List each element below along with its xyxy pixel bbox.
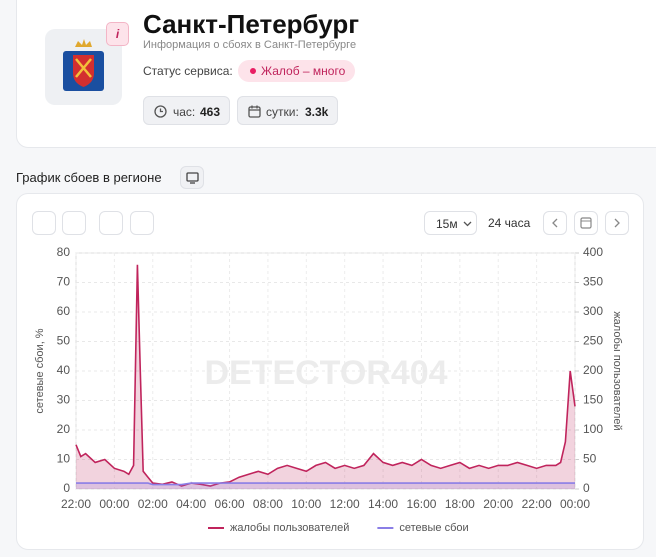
y2-tick-label: 150 (583, 393, 603, 407)
y2-tick-label: 0 (583, 481, 590, 495)
x-tick-label: 06:00 (215, 497, 245, 511)
stat-hour[interactable]: час: 463 (143, 96, 230, 125)
embed-button[interactable] (180, 166, 204, 189)
calendar-icon (580, 217, 592, 229)
region-logo (45, 29, 122, 105)
user-button[interactable] (130, 211, 154, 235)
region-subtitle: Информация о сбоях в Санкт-Петербурге (143, 39, 357, 51)
y-tick-label: 60 (57, 304, 71, 318)
legend-label: сетевые сбои (399, 522, 468, 534)
info-badge[interactable]: i (106, 22, 129, 46)
y-tick-label: 20 (57, 422, 71, 436)
y2-tick-label: 400 (583, 245, 603, 259)
watermark: DETECTOR404 (204, 354, 447, 392)
y-tick-label: 0 (63, 481, 70, 495)
series-line (76, 482, 575, 486)
x-tick-label: 18:00 (445, 497, 475, 511)
stat-label: час: (173, 105, 196, 119)
y-tick-label: 80 (57, 245, 71, 259)
clock-icon (154, 105, 167, 118)
y2-axis-label: жалобы пользователей (611, 311, 623, 430)
x-tick-label: 10:00 (291, 497, 321, 511)
x-tick-label: 22:00 (61, 497, 91, 511)
interval-text: 15м (436, 217, 458, 231)
x-tick-label: 08:00 (253, 497, 283, 511)
x-tick-label: 04:00 (176, 497, 206, 511)
x-tick-label: 00:00 (99, 497, 129, 511)
calendar-button[interactable] (574, 211, 598, 235)
y2-tick-label: 100 (583, 422, 603, 436)
scale-button[interactable] (99, 211, 123, 235)
data-button[interactable] (62, 211, 86, 235)
region-title: Санкт-Петербург (143, 9, 360, 39)
y-axis-label: сетевые сбои, % (34, 328, 46, 413)
prev-button[interactable] (543, 211, 567, 235)
section-title: График сбоев в регионе (16, 170, 162, 185)
period-text: 24 часа (488, 216, 531, 230)
x-tick-label: 22:00 (522, 497, 552, 511)
status-pill: Жалоб – много (238, 60, 355, 82)
chart: DETECTOR404 0 10 20 30 40 50 60 70 80 0 50 100 150 200… (34, 245, 623, 534)
y-tick-label: 50 (57, 334, 71, 348)
stat-day[interactable]: сутки: 3.3k (237, 96, 338, 125)
x-tick-label: 00:00 (560, 497, 590, 511)
stat-value: 463 (200, 105, 221, 119)
interval-select[interactable]: 15м (424, 211, 477, 235)
calendar-icon (248, 105, 261, 118)
y2-tick-label: 300 (583, 304, 603, 318)
series-area (76, 264, 575, 489)
x-tick-label: 02:00 (138, 497, 168, 511)
y-tick-label: 40 (57, 363, 71, 377)
y-tick-label: 70 (57, 275, 71, 289)
y2-tick-label: 350 (583, 275, 603, 289)
status-label: Статус сервиса: (143, 64, 233, 78)
screenshot-button[interactable] (32, 211, 56, 235)
y2-tick-label: 250 (583, 334, 603, 348)
stat-value: 3.3k (305, 105, 329, 119)
chevron-icon (463, 221, 472, 227)
status-dot (250, 68, 256, 74)
y2-tick-label: 50 (583, 452, 597, 466)
y-tick-label: 30 (57, 393, 71, 407)
coat-of-arms (63, 39, 104, 91)
stat-label: сутки: (266, 105, 299, 119)
x-tick-label: 20:00 (483, 497, 513, 511)
prev-icon (552, 218, 558, 228)
y2-tick-label: 200 (583, 363, 603, 377)
x-tick-label: 12:00 (330, 497, 360, 511)
status-text: Жалоб – много (261, 64, 346, 78)
next-button[interactable] (605, 211, 629, 235)
y-tick-label: 10 (57, 452, 71, 466)
x-tick-label: 14:00 (368, 497, 398, 511)
embed-icon (186, 172, 199, 184)
x-tick-label: 16:00 (406, 497, 436, 511)
series-area (76, 483, 575, 489)
series-line (75, 264, 576, 487)
legend-label: жалобы пользователей (230, 522, 349, 534)
next-icon (614, 218, 620, 228)
